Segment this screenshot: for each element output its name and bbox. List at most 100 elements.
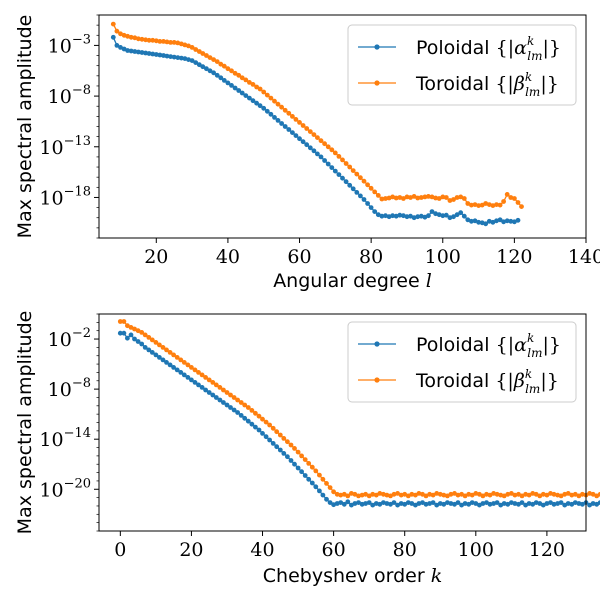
c0-poloidal-point	[515, 217, 521, 223]
c0-poloidal-point	[315, 151, 320, 157]
c1-poloidal-point	[178, 370, 184, 375]
c0-y-tick-label: 10−13	[39, 134, 91, 159]
c1-toroidal-point	[324, 481, 329, 486]
c1-poloidal-point	[263, 434, 269, 440]
c0-poloidal-point	[128, 48, 134, 54]
c1-poloidal-point	[309, 480, 315, 486]
c0-toroidal-point	[290, 114, 295, 119]
c0-toroidal-point	[397, 195, 403, 200]
c1-legend-label-toroidal: Toroidal {|βk lm|}	[415, 367, 559, 396]
c1-poloidal-point	[551, 501, 557, 507]
c0-toroidal-point	[164, 39, 170, 45]
c1-toroidal-point	[331, 489, 336, 495]
c0-x-tick-label: 80	[359, 246, 383, 268]
c0-poloidal-point	[436, 212, 442, 218]
c0-poloidal-point	[461, 213, 467, 219]
c1-poloidal-point	[139, 341, 145, 347]
c0-legend-label-poloidal: Poloidal {|αk lm|}	[416, 34, 561, 63]
c1-toroidal-point	[480, 493, 486, 499]
c0-poloidal-point	[168, 54, 174, 59]
c0-poloidal-point	[279, 121, 284, 126]
c1-toroidal-point	[402, 491, 408, 497]
c1-toroidal-point	[157, 342, 162, 348]
c0-poloidal-point	[340, 175, 345, 181]
c0-toroidal-point	[315, 135, 320, 141]
c1-poloidal-point	[558, 500, 564, 505]
c1-y-tick-label: 10−20	[39, 476, 91, 501]
c1-x-tick-label: 60	[322, 539, 346, 561]
c0-poloidal-point	[207, 68, 213, 74]
c0-toroidal-point	[300, 123, 306, 128]
c1-toroidal-point	[409, 491, 415, 497]
c0-toroidal-point	[343, 161, 349, 166]
c0-poloidal-point	[171, 54, 177, 60]
c0-poloidal-point	[426, 213, 431, 219]
c1-poloidal-point	[580, 501, 585, 507]
c1-poloidal-point	[196, 382, 201, 388]
c1-x-tick-label: 40	[250, 539, 274, 561]
c1-poloidal-point	[245, 418, 251, 424]
c1-toroidal-point	[505, 491, 511, 497]
c1-poloidal-point	[256, 427, 262, 433]
c0-poloidal-point	[429, 209, 435, 215]
c1-poloidal-point	[132, 336, 137, 342]
c1-toroidal-point	[149, 337, 155, 343]
c0-poloidal-point	[404, 214, 410, 220]
c0-toroidal-point	[350, 168, 356, 174]
c0-toroidal-point	[336, 154, 342, 159]
c0-toroidal-point	[268, 95, 274, 101]
c0-poloidal-point	[264, 108, 270, 114]
c0-poloidal-point	[286, 127, 292, 132]
c0-poloidal-point	[268, 111, 274, 117]
c1-toroidal-point	[519, 493, 525, 499]
c0-poloidal-point	[254, 100, 259, 106]
c0-toroidal-point	[264, 92, 270, 98]
c1-poloidal-point	[199, 385, 205, 390]
c0-toroidal-point	[243, 77, 249, 83]
c0-poloidal-point	[401, 213, 406, 219]
c0-toroidal-point	[519, 204, 524, 210]
c0-poloidal-point	[146, 51, 152, 56]
c0-toroidal-point	[379, 196, 385, 202]
c0-legend-box	[347, 24, 577, 106]
c1-poloidal-point	[434, 502, 440, 508]
c0-toroidal-point	[340, 157, 345, 163]
c0-poloidal-point	[236, 88, 242, 93]
c1-poloidal-point	[430, 500, 436, 505]
c0-poloidal-point	[293, 133, 299, 139]
c0-toroidal-point	[497, 202, 503, 208]
c0-x-tick-label: 140	[568, 246, 600, 268]
c0-toroidal-point	[318, 138, 324, 144]
c0-poloidal-point	[136, 49, 141, 55]
c1-toroidal-point	[377, 491, 383, 496]
c1-legend-label-poloidal: Poloidal {|αk lm|}	[416, 331, 561, 360]
c1-poloidal-point	[409, 501, 415, 506]
c0-poloidal-point	[418, 213, 424, 219]
c0-toroidal-point	[250, 82, 256, 87]
c0-poloidal-point	[393, 213, 399, 219]
c0-poloidal-point	[257, 103, 263, 109]
c1-toroidal-point	[313, 468, 319, 474]
c0-toroidal-point	[272, 98, 277, 104]
c0-toroidal-point	[418, 195, 424, 200]
c1-toroidal-point	[597, 491, 600, 497]
c0-toroidal-point	[304, 126, 310, 131]
c0-poloidal-point	[239, 90, 245, 96]
c1-toroidal-point	[185, 362, 191, 368]
c0-poloidal-point	[497, 217, 503, 223]
c0-y-tick-label: 10−18	[39, 184, 91, 209]
c1-poloidal-point	[277, 447, 283, 453]
c0-poloidal-point	[490, 219, 496, 225]
c1-poloidal-point	[249, 421, 255, 427]
c1-poloidal-point	[533, 500, 539, 505]
c0-toroidal-point	[361, 178, 367, 184]
c1-poloidal-point	[526, 501, 532, 506]
c1-poloidal-point	[313, 484, 319, 490]
c1-toroidal-point	[270, 425, 276, 431]
c1-toroidal-point	[370, 491, 376, 497]
c1-poloidal-point	[210, 392, 216, 398]
c0-poloidal-point	[221, 78, 227, 83]
c1-toroidal-point	[327, 485, 333, 490]
c1-x-tick-label: 80	[393, 539, 417, 561]
c0-toroidal-point	[214, 59, 220, 64]
